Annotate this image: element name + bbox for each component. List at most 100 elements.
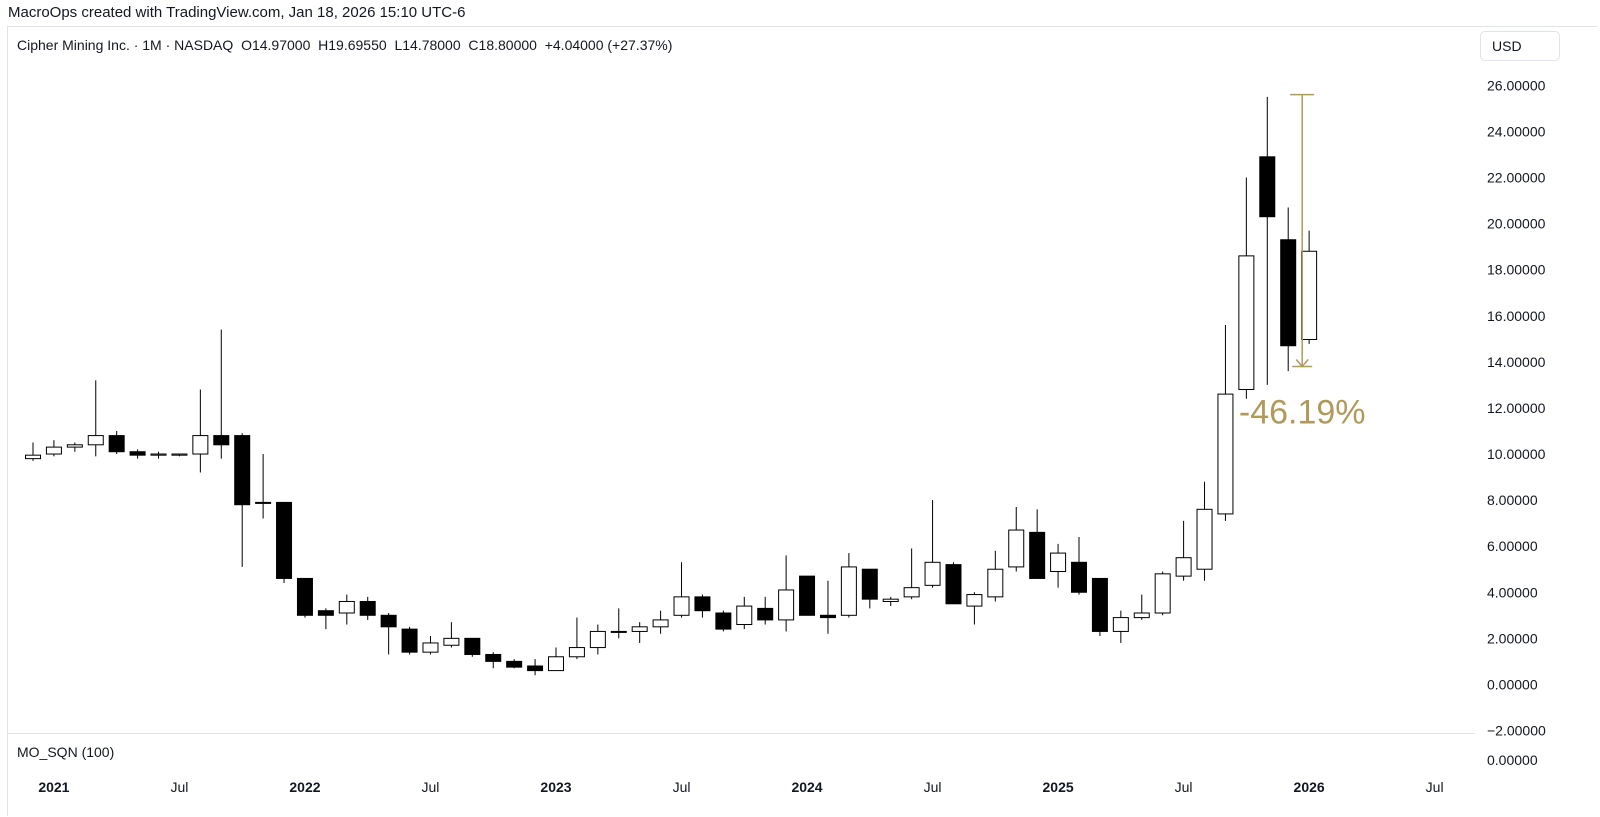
candle-body-up [548,656,564,672]
currency-button[interactable]: USD [1480,31,1560,61]
indicator-axis-value: 0.00000 [1487,752,1538,768]
candle [1008,507,1025,572]
candle [213,329,230,459]
time-axis-label: 2025 [1043,779,1074,795]
candle-body-up [1301,250,1318,341]
candle-body-up [1154,573,1171,614]
candle [1175,520,1192,581]
chart-frame [7,26,1597,816]
candle [1050,543,1067,588]
candle-body-down [276,501,293,579]
candle-body-up [736,605,753,626]
time-axis-label: Jul [170,779,188,795]
candle-body-up [443,637,460,646]
candle-body-up [1112,617,1129,632]
candle-body-down [296,577,313,616]
time-axis-label: 2022 [289,779,320,795]
time-axis-label: Jul [924,779,942,795]
candle-body-up [673,596,690,616]
legend-close: C18.80000 [468,37,537,53]
candle-body-down [1091,577,1108,632]
candle-body-down [861,568,878,600]
candle [359,596,376,620]
candles-layer [25,96,1318,676]
price-axis-tick: 2.00000 [1487,630,1538,646]
candle [819,580,836,634]
candle [45,440,62,457]
candle [568,617,585,660]
legend-low: L14.78000 [394,37,461,53]
candle [192,389,209,473]
symbol-legend: Cipher Mining Inc. · 1M · NASDAQ O14.970… [17,37,672,53]
price-axis-tick: 18.00000 [1487,262,1546,278]
candle-body-up [1196,508,1213,570]
time-axis-label: Jul [1175,779,1193,795]
time-axis-label: 2023 [540,779,571,795]
candle [380,612,397,655]
candle-body-up [422,642,439,653]
candle [150,451,167,459]
candle-body-up [1175,557,1192,577]
indicator-label[interactable]: MO_SQN (100) [17,744,115,760]
candle-body-up [882,598,899,602]
time-axis-label: 2021 [38,779,69,795]
price-axis-tick: 26.00000 [1487,77,1546,93]
candle-body-up [903,587,920,598]
candle-body-up [589,630,606,649]
candle-body-up [610,630,627,633]
price-axis-tick: −2.00000 [1487,723,1546,739]
candle [673,562,690,618]
candle [736,596,753,630]
candle-body-down [757,607,774,621]
candle-body-up [150,453,167,456]
candle-body-down [945,564,962,605]
time-axis-label: 2024 [791,779,822,795]
candle [171,453,188,457]
candle [924,500,941,588]
candle [1301,230,1318,344]
candle-body-down [380,614,397,628]
candle-body-down [108,435,125,453]
candle-body-up [924,561,941,586]
candle-body-up [1050,552,1067,573]
candle-body-down [1259,156,1276,218]
candle [1029,509,1046,579]
candle-body-down [799,575,816,616]
candle-body-down [213,435,230,446]
legend-change: +4.04000 (+27.37%) [544,37,673,53]
candle [338,594,355,625]
candle [757,596,774,625]
price-axis-tick: 22.00000 [1487,170,1546,186]
candle [464,637,481,657]
price-axis-tick: 20.00000 [1487,216,1546,232]
legend-high: H19.69550 [318,37,387,53]
candle [506,659,523,669]
candle-body-up [1133,612,1150,619]
legend-symbol[interactable]: Cipher Mining Inc. · 1M · NASDAQ [17,37,234,53]
candle-body-down [1029,531,1046,579]
price-axis-tick: 24.00000 [1487,123,1546,139]
candle-body-up [66,444,83,448]
candle [631,622,648,643]
candle-body-up [338,600,355,614]
attribution-text: MacroOps created with TradingView.com, J… [8,4,466,21]
candle-body-down [819,614,836,619]
candle [1259,96,1276,385]
candle [485,652,502,669]
candle-body-down [715,612,732,630]
candle-body-up [45,446,62,455]
candle [276,501,293,584]
pane-separator[interactable] [8,733,1475,734]
candle-body-down [694,596,711,612]
candle [296,577,313,618]
candle-body-up [255,501,272,504]
candle [882,596,899,607]
candle-body-down [234,435,251,506]
time-axis: 2021 Jul 2022 Jul 2023 Jul 2024 Jul 2025 Jul 2026 J… [38,779,1443,795]
candle [1112,610,1129,643]
candle [1071,536,1087,595]
candle-body-down [506,660,523,668]
candle-body-down [1280,239,1297,347]
candle [317,608,334,630]
